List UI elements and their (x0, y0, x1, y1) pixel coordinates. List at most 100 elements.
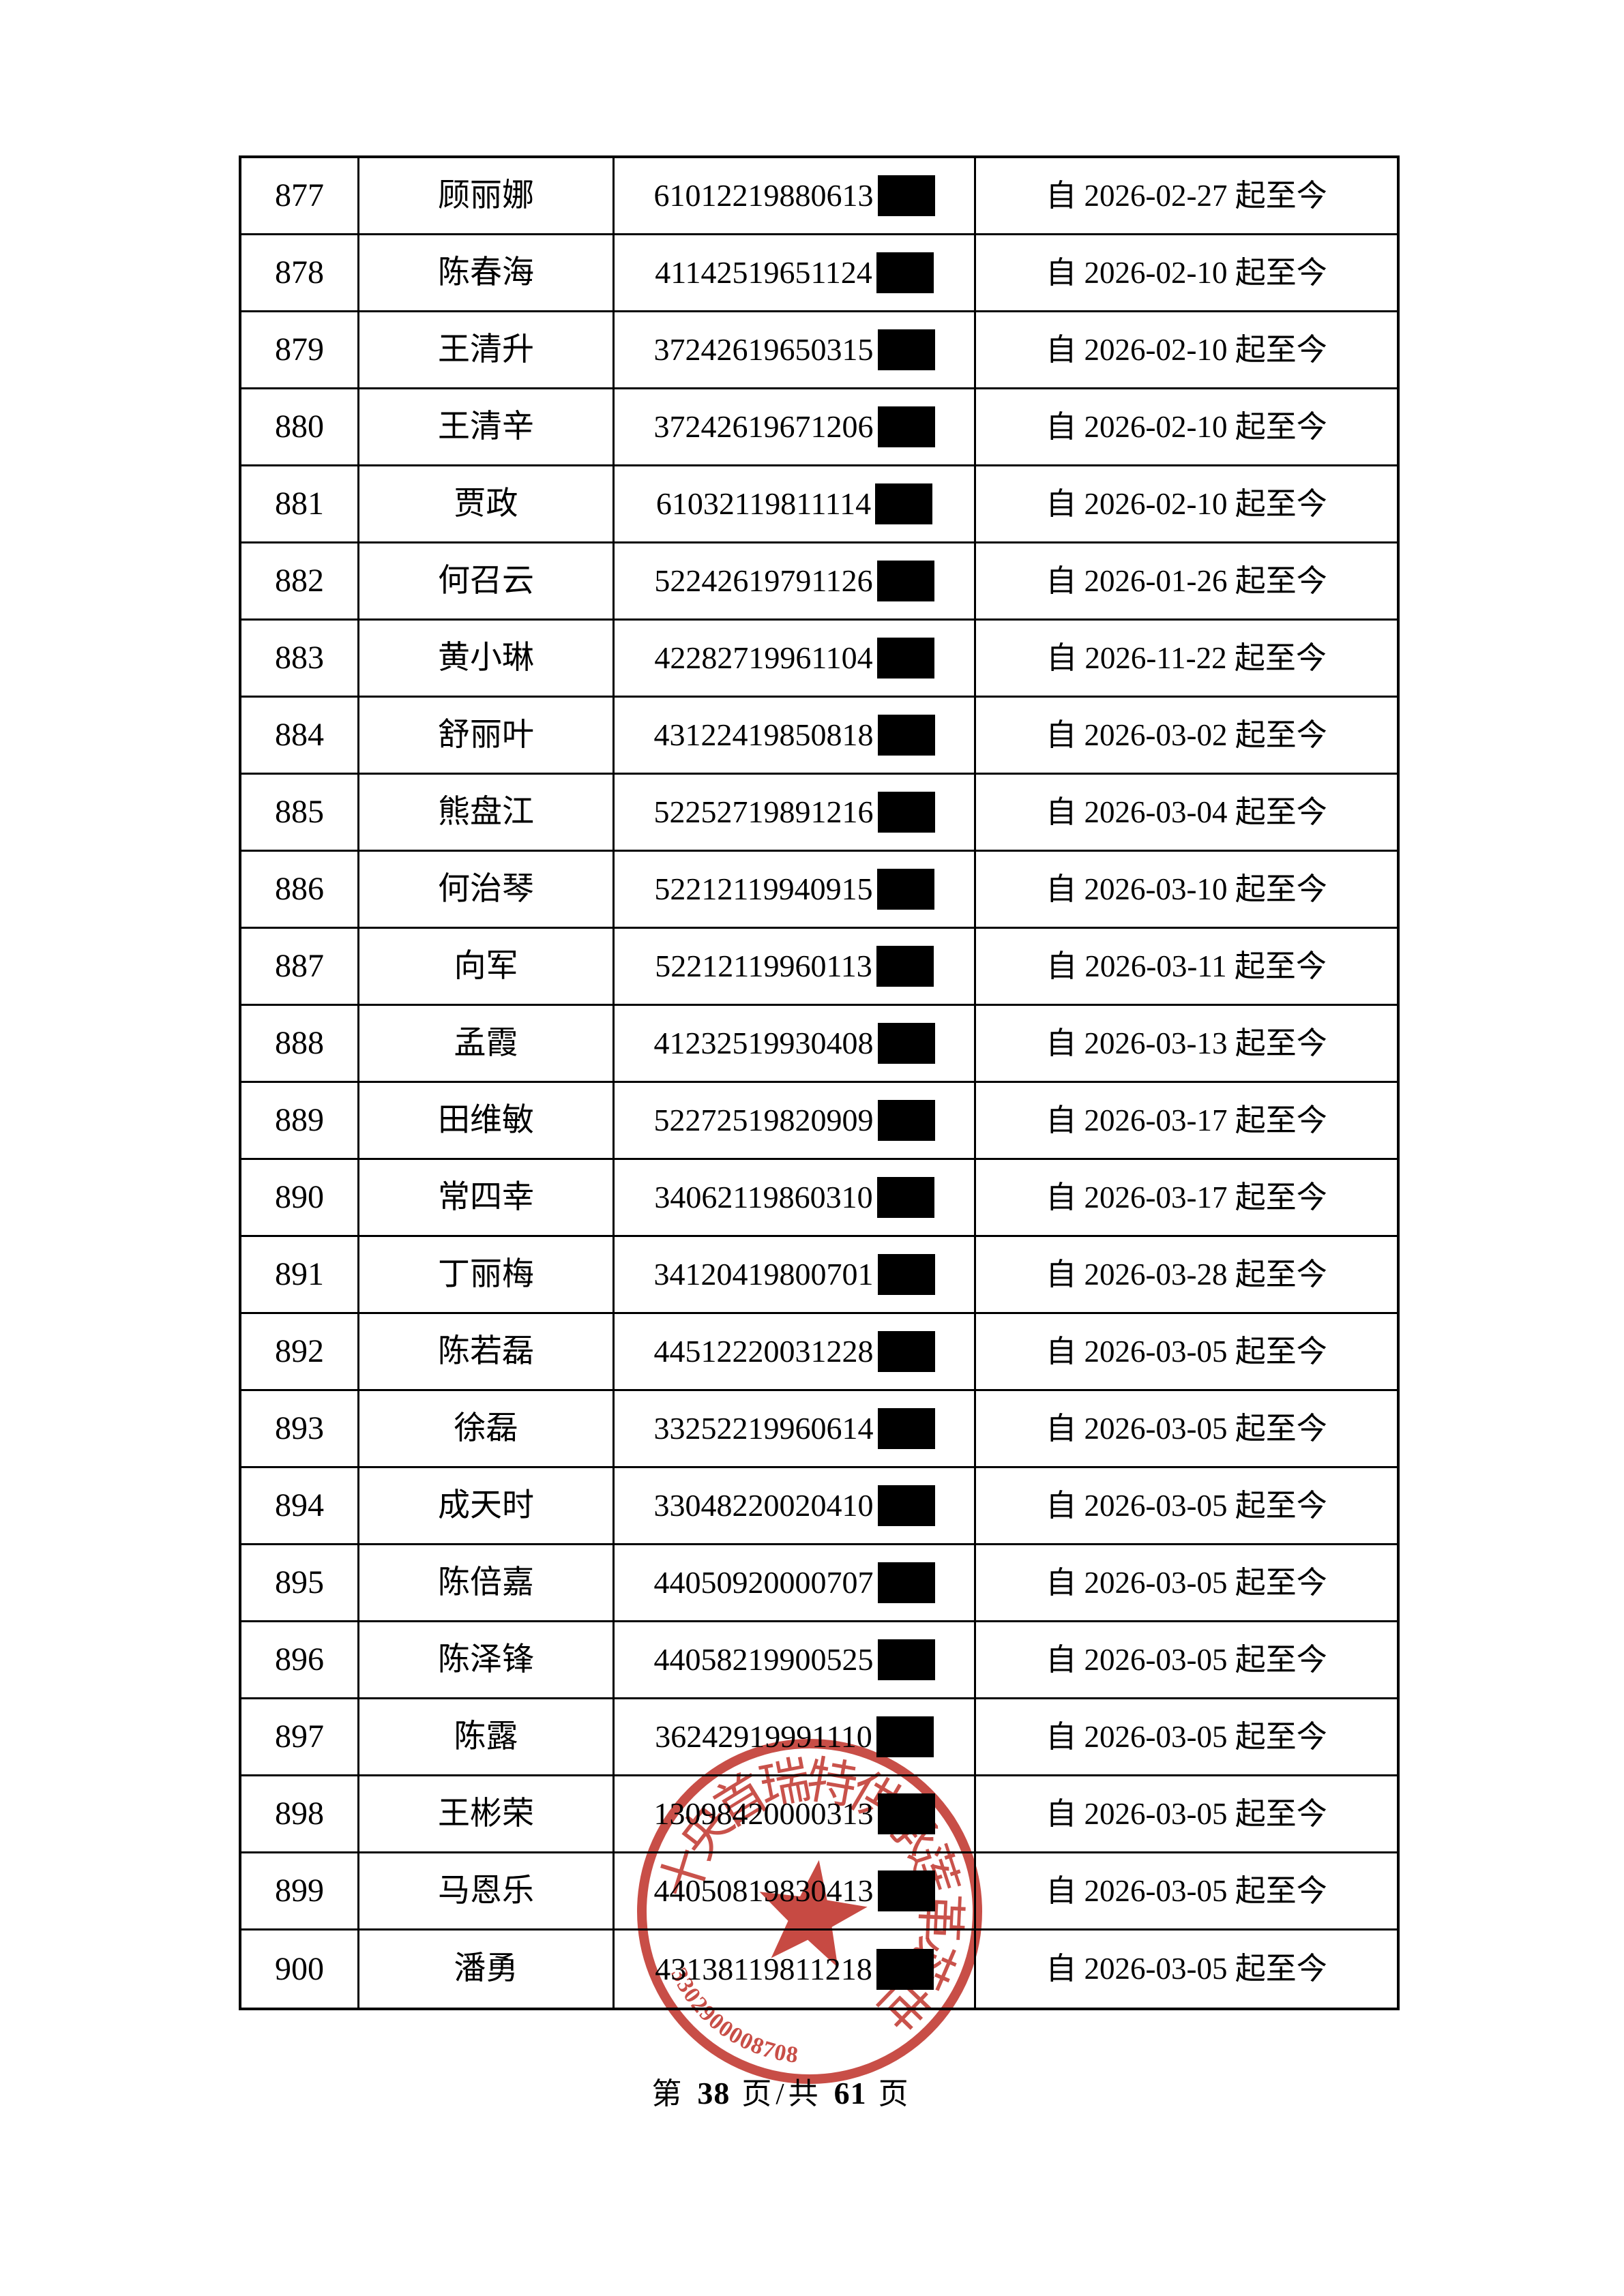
name-cell: 田维敏 (359, 1083, 615, 1160)
row-number-cell: 878 (241, 235, 359, 312)
row-number-cell: 893 (241, 1391, 359, 1468)
name-cell: 舒丽叶 (359, 698, 615, 775)
svg-text:0: 0 (713, 2016, 737, 2043)
row-number-cell: 882 (241, 543, 359, 621)
name-cell: 孟霞 (359, 1006, 615, 1083)
validity-period-cell: 自 2026-03-10 起至今 (976, 852, 1397, 929)
row-number-cell: 879 (241, 312, 359, 389)
name-cell: 陈露 (359, 1699, 615, 1776)
id-number-cell: 61012219880613 (615, 158, 976, 235)
footer-total-pages: 61 (833, 2076, 867, 2111)
id-digits: 13098420000313 (653, 1796, 874, 1831)
validity-period-cell: 自 2026-02-27 起至今 (976, 158, 1397, 235)
validity-period-cell: 自 2026-03-05 起至今 (976, 1545, 1397, 1622)
validity-period-cell: 自 2026-03-17 起至今 (976, 1160, 1397, 1237)
id-digits: 61032119811114 (655, 486, 872, 521)
name-cell: 丁丽梅 (359, 1237, 615, 1314)
validity-period-cell: 自 2026-03-04 起至今 (976, 775, 1397, 852)
id-digits: 44050920000707 (653, 1565, 874, 1600)
redaction-box (875, 483, 933, 524)
footer-suffix: 页 (878, 2077, 913, 2111)
svg-text:0: 0 (772, 2040, 788, 2067)
redaction-box (877, 1870, 935, 1911)
svg-text:8: 8 (785, 2042, 799, 2068)
redaction-box (876, 561, 934, 601)
validity-period-cell: 自 2026-03-05 起至今 (976, 1776, 1397, 1853)
redaction-box (877, 1408, 935, 1449)
row-number-cell: 884 (241, 698, 359, 775)
id-number-cell: 36242919991110 (615, 1699, 976, 1776)
validity-period-cell: 自 2026-03-05 起至今 (976, 1314, 1397, 1391)
svg-text:0: 0 (704, 2008, 729, 2035)
id-digits: 43122419850818 (653, 717, 874, 752)
id-number-cell: 33048220020410 (615, 1468, 976, 1545)
redaction-box (877, 715, 935, 756)
id-digits: 41232519930408 (653, 1026, 874, 1060)
id-digits: 34062119860310 (654, 1180, 873, 1214)
row-number-cell: 880 (241, 389, 359, 466)
redaction-box (876, 869, 934, 910)
svg-text:0: 0 (735, 2027, 756, 2055)
validity-period-cell: 自 2026-03-05 起至今 (976, 1853, 1397, 1930)
id-digits: 52242619791126 (654, 563, 873, 598)
redaction-box (877, 1639, 935, 1680)
name-cell: 王清辛 (359, 389, 615, 466)
id-number-cell: 52252719891216 (615, 775, 976, 852)
id-number-cell: 44512220031228 (615, 1314, 976, 1391)
id-digits: 36242919991110 (655, 1719, 872, 1754)
redaction-box (876, 946, 934, 987)
id-digits: 44050819830413 (653, 1873, 874, 1908)
register-table: 877 顾丽娜 61012219880613 自 2026-02-27 起至今 878 陈… (239, 155, 1400, 2010)
validity-period-cell: 自 2026-03-05 起至今 (976, 1699, 1397, 1776)
validity-period-cell: 自 2026-03-11 起至今 (976, 929, 1397, 1006)
redaction-box (877, 1254, 935, 1295)
id-digits: 61012219880613 (653, 178, 874, 213)
name-cell: 何治琴 (359, 852, 615, 929)
id-digits: 52272519820909 (653, 1103, 874, 1137)
id-number-cell: 37242619671206 (615, 389, 976, 466)
id-digits: 52212119940915 (654, 871, 873, 906)
redaction-box (877, 1793, 935, 1834)
name-cell: 顾丽娜 (359, 158, 615, 235)
id-number-cell: 61032119811114 (615, 466, 976, 543)
page-footer: 第 38 页/共 61 页 (0, 2069, 1594, 2113)
id-digits: 43138119811218 (655, 1951, 872, 1986)
name-cell: 常四幸 (359, 1160, 615, 1237)
id-number-cell: 44050920000707 (615, 1545, 976, 1622)
footer-prefix: 第 (651, 2077, 686, 2111)
redaction-box (877, 175, 935, 216)
id-digits: 41142519651124 (655, 255, 872, 290)
name-cell: 成天时 (359, 1468, 615, 1545)
row-number-cell: 877 (241, 158, 359, 235)
validity-period-cell: 自 2026-02-10 起至今 (976, 312, 1397, 389)
name-cell: 王清升 (359, 312, 615, 389)
row-number-cell: 885 (241, 775, 359, 852)
name-cell: 陈春海 (359, 235, 615, 312)
redaction-box (877, 1485, 935, 1526)
row-number-cell: 891 (241, 1237, 359, 1314)
svg-text:0: 0 (724, 2022, 748, 2049)
validity-period-cell: 自 2026-03-05 起至今 (976, 1391, 1397, 1468)
row-number-cell: 886 (241, 852, 359, 929)
name-cell: 徐磊 (359, 1391, 615, 1468)
id-number-cell: 52212119940915 (615, 852, 976, 929)
validity-period-cell: 自 2026-02-10 起至今 (976, 389, 1397, 466)
row-number-cell: 898 (241, 1776, 359, 1853)
row-number-cell: 889 (241, 1083, 359, 1160)
footer-page-number: 38 (697, 2076, 730, 2111)
validity-period-cell: 自 2026-03-13 起至今 (976, 1006, 1397, 1083)
name-cell: 何召云 (359, 543, 615, 621)
redaction-box (877, 1023, 935, 1064)
name-cell: 熊盘江 (359, 775, 615, 852)
redaction-box (877, 1562, 935, 1603)
id-number-cell: 13098420000313 (615, 1776, 976, 1853)
id-number-cell: 52272519820909 (615, 1083, 976, 1160)
name-cell: 向军 (359, 929, 615, 1006)
redaction-box (877, 792, 935, 833)
row-number-cell: 900 (241, 1930, 359, 2008)
validity-period-cell: 自 2026-03-05 起至今 (1046, 1952, 1327, 1986)
id-digits: 42282719961104 (654, 640, 873, 675)
row-number-cell: 881 (241, 466, 359, 543)
id-digits: 37242619650315 (653, 332, 874, 367)
row-number-cell: 899 (241, 1853, 359, 1930)
